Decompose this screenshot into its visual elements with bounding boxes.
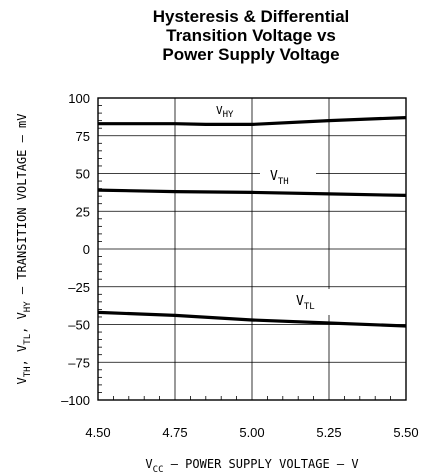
series-line-vtl — [97, 310, 407, 328]
label-backdrop-vhy — [208, 101, 246, 120]
grid — [98, 98, 406, 400]
series-line-vth — [97, 188, 407, 197]
y-tick-label: –50 — [68, 318, 90, 333]
x-tick-label: 4.50 — [85, 425, 110, 440]
x-tick-label: 5.50 — [393, 425, 418, 440]
y-tick-label: –100 — [61, 393, 90, 408]
x-tick-label: 5.00 — [239, 425, 264, 440]
y-tick-label: 100 — [68, 91, 90, 106]
y-tick-label: 25 — [76, 204, 90, 219]
chart-title-line-3: Power Supply Voltage — [162, 45, 339, 64]
y-axis-label: VTH, VTL, VHY – TRANSITION VOLTAGE – mV — [15, 114, 33, 385]
chart-title-line-1: Hysteresis & Differential — [153, 7, 350, 26]
label-backdrop-vtl — [290, 289, 330, 315]
y-tick-label: 75 — [76, 129, 90, 144]
series-label-vth: VTH — [270, 169, 289, 187]
label-backdrop-vth — [260, 163, 316, 187]
chart-title-line-2: Transition Voltage vs — [166, 26, 336, 45]
series-label-vhy: VHY — [216, 104, 234, 120]
y-tick-label: 50 — [76, 167, 90, 182]
y-tick-label: –75 — [68, 355, 90, 370]
y-tick-label: 0 — [83, 242, 90, 257]
series-line-vhy — [98, 116, 407, 127]
ticks: 4.50 4.75 5.00 5.25 5.50 100 75 50 25 0 –25 –50 –75 –… — [61, 91, 419, 440]
x-tick-label: 4.75 — [162, 425, 187, 440]
y-tick-label: –25 — [68, 280, 90, 295]
plot-frame — [97, 97, 407, 401]
x-axis-label: VCC – POWER SUPPLY VOLTAGE – V — [145, 457, 358, 475]
x-tick-label: 5.25 — [316, 425, 341, 440]
series-label-vtl: VTL — [296, 294, 315, 312]
series-lines — [97, 116, 407, 328]
